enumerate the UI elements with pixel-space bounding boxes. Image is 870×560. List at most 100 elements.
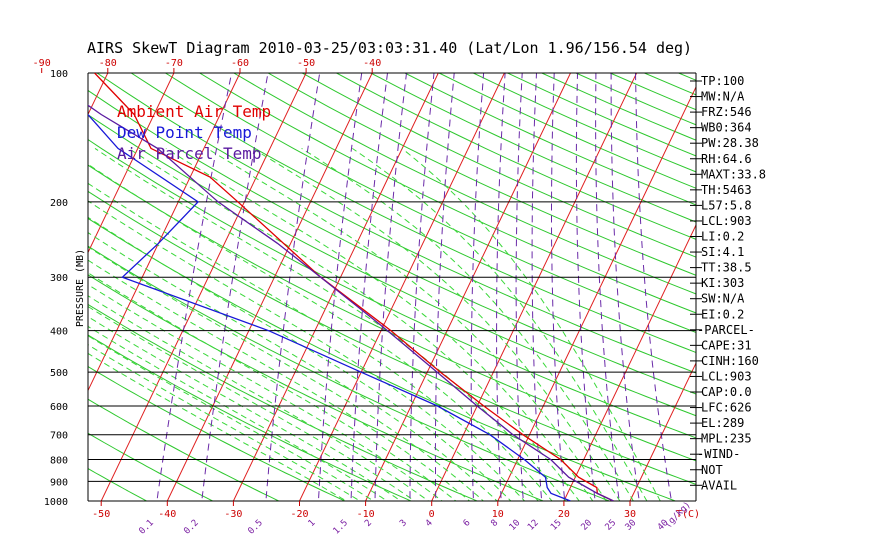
- dry-adiabat-line: [165, 73, 696, 334]
- bottom-temp-tick-label: -20: [290, 509, 308, 520]
- dry-adiabat-line: [199, 73, 696, 314]
- temperature-unit-label: T(C): [676, 509, 700, 520]
- dry-adiabat-line: [88, 274, 545, 501]
- mixing-ratio-line: [434, 73, 455, 501]
- dry-adiabat-line: [130, 73, 696, 354]
- index-label: SI:4.1: [701, 245, 744, 259]
- top-temp-tick-label: -80: [99, 58, 117, 69]
- mixing-ratio-line: [201, 73, 269, 501]
- dry-adiabat-line: [88, 468, 148, 501]
- mixing-ratio-line: [515, 73, 524, 501]
- legend-entry: Dew Point Temp: [117, 123, 252, 142]
- dry-adiabat-line: [302, 73, 696, 258]
- dry-adiabat-line: [267, 73, 696, 276]
- chart-title: AIRS SkewT Diagram 2010-03-25/03:03:31.4…: [87, 39, 692, 57]
- index-label: NOT: [701, 463, 723, 477]
- moist-adiabat-line: [94, 147, 567, 501]
- series-line: [88, 113, 571, 501]
- mixing-ratio-label: 0.5: [246, 518, 265, 537]
- index-label: RH:64.6: [701, 152, 752, 166]
- index-label: SW:N/A: [701, 292, 745, 306]
- dry-adiabat-line: [88, 114, 696, 417]
- index-label: TP:100: [701, 74, 744, 88]
- isotherm-line: [88, 73, 175, 254]
- axis-ticks: [41, 68, 631, 506]
- axis-labels: 1002003004005006007008009001000PRESSURE …: [33, 58, 700, 537]
- mixing-ratio-label: 6: [462, 518, 473, 529]
- dry-adiabat-line: [404, 73, 696, 206]
- bottom-temp-tick-label: -30: [224, 509, 242, 520]
- index-label: LCL:903: [701, 214, 752, 228]
- pressure-tick-label: 600: [50, 402, 68, 413]
- mixing-ratio-line: [374, 73, 407, 501]
- index-label: MW:N/A: [701, 90, 745, 104]
- isotherm-line: [497, 85, 696, 501]
- mixing-ratio-line: [635, 73, 673, 501]
- isotherm-lines: [0, 73, 696, 501]
- index-label: LFC:626: [701, 401, 752, 415]
- mixing-ratio-line: [317, 73, 363, 501]
- index-label: LI:0.2: [701, 230, 744, 244]
- mixing-ratio-line: [531, 73, 543, 501]
- mixing-ratio-line: [156, 73, 233, 501]
- dry-adiabat-line: [88, 245, 611, 501]
- top-temp-tick-label: -40: [363, 58, 381, 69]
- dry-adiabat-line: [88, 432, 214, 501]
- top-temp-tick-label: -90: [33, 58, 51, 69]
- index-label: FRZ:546: [701, 105, 752, 119]
- pressure-tick-label: 800: [50, 456, 68, 467]
- mixing-ratio-label: 15: [549, 518, 564, 533]
- isotherm-line: [0, 73, 42, 501]
- bottom-temp-tick-label: 30: [624, 509, 636, 520]
- mixing-ratio-lines: [156, 73, 673, 501]
- y-axis-label: PRESSURE (MB): [75, 249, 86, 327]
- index-label: WB0:364: [701, 121, 752, 135]
- isotherm-line: [365, 73, 571, 501]
- mixing-ratio-line: [496, 73, 506, 501]
- dry-adiabat-line: [88, 303, 479, 501]
- dry-adiabat-line: [370, 73, 696, 223]
- index-label: MAXT:33.8: [701, 167, 766, 181]
- top-temp-tick-label: -50: [297, 58, 315, 69]
- mixing-ratio-label: 30: [624, 518, 639, 533]
- mixing-ratio-label: 1: [307, 518, 318, 529]
- top-temp-tick-label: -70: [165, 58, 183, 69]
- isotherm-line: [88, 73, 241, 392]
- dry-adiabat-line: [88, 398, 280, 501]
- pressure-tick-label: 400: [50, 327, 68, 338]
- index-label: CAPE:31: [701, 338, 752, 352]
- pressure-tick-label: 500: [50, 368, 68, 379]
- dry-adiabat-line: [96, 73, 696, 374]
- index-label: LCL:903: [701, 369, 752, 383]
- index-label: MPL:235: [701, 432, 752, 446]
- mixing-ratio-label: 1.5: [332, 518, 351, 537]
- pressure-tick-label: 200: [50, 198, 68, 209]
- index-label: TH:5463: [701, 183, 752, 197]
- dry-adiabat-line: [88, 138, 696, 439]
- legend-entry: Air Parcel Temp: [117, 144, 262, 163]
- sounding-series: [88, 73, 614, 501]
- mixing-ratio-line: [470, 73, 485, 501]
- pressure-tick-label: 1000: [44, 497, 68, 508]
- mixing-ratio-label: 2: [363, 518, 374, 529]
- bottom-temp-tick-label: 10: [492, 509, 504, 520]
- isotherm-line: [166, 73, 373, 501]
- index-label: KI:303: [701, 276, 744, 290]
- index-label: EI:0.2: [701, 307, 744, 321]
- isotherm-line: [100, 73, 307, 501]
- isobar-lines: [87, 72, 697, 502]
- dry-adiabat-line: [0, 73, 29, 510]
- pressure-tick-label: 100: [50, 69, 68, 80]
- mixing-ratio-label: 3: [398, 518, 409, 529]
- mixing-ratio-line: [551, 73, 566, 501]
- series-line: [88, 104, 614, 501]
- dry-adiabat-line: [88, 365, 347, 501]
- mixing-ratio-label: 8: [489, 518, 500, 529]
- mixing-ratio-line: [610, 73, 640, 501]
- dry-adiabat-line: [88, 164, 696, 462]
- pressure-tick-label: 300: [50, 273, 68, 284]
- moist-adiabat-line: [88, 259, 471, 501]
- series-line: [94, 73, 614, 501]
- pressure-tick-label: 700: [50, 431, 68, 442]
